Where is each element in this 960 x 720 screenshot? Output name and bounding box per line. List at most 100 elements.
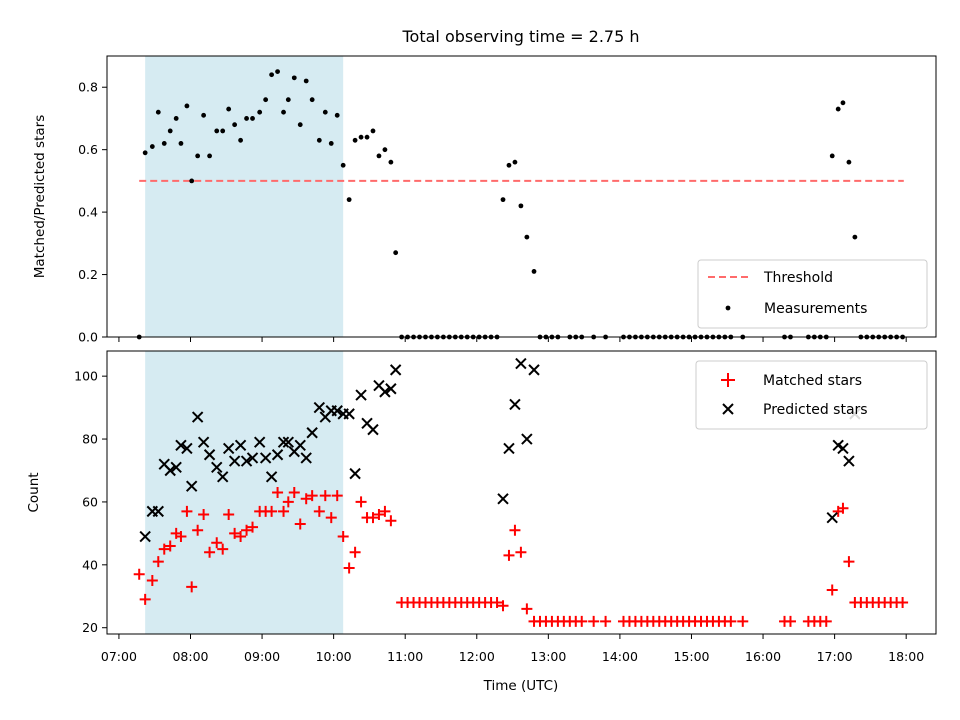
matched-star-point [491,597,503,609]
count-legend-box [695,360,928,430]
measurement-point [281,109,286,115]
count-xtick-label: 10:00 [316,649,352,664]
matched-star-point [737,615,749,627]
matched-star-point [385,515,397,527]
predicted-star-point [306,427,318,439]
ratio-panel-shaded-span [145,56,344,337]
predicted-star-point [181,442,193,455]
ratio-ytick-label: 0.0 [78,330,98,345]
predicted-star-point [331,405,343,417]
ratio-ytick-label: 0.6 [78,142,98,157]
predicted-star-point [355,389,367,401]
count-xtick-label: 13:00 [530,649,566,664]
measurement-point [512,159,518,165]
measurement-point [846,159,852,165]
legend-threshold-label: Threshold [763,270,833,286]
matched-star-point [497,600,509,612]
measurement-point [189,178,195,184]
ratio-panel-y-ticks: 0.0 0.2 0.4 0.6 0.8 [78,80,107,345]
matched-star-point [217,543,229,555]
matched-star-point [509,524,521,536]
measurement-point [518,203,524,209]
count-xtick-label: 18:00 [888,649,924,664]
predicted-star-point [234,439,247,452]
measurement-point [531,269,537,274]
matched-star-point [515,546,527,558]
measurement-point [364,134,370,140]
predicted-star-point [294,439,306,452]
predicted-star-point [222,442,235,455]
predicted-star-point [170,461,182,474]
matched-star-point [241,524,253,536]
matched-star-point [600,615,612,627]
measurement-point [178,141,184,146]
matched-star-point [204,546,216,558]
measurement-point [376,153,382,159]
measurement-point [226,106,232,112]
count-panel-x-ticks: 07:00 08:00 09:00 10:00 11:00 12:00 13:00 14:00… [101,634,924,664]
matched-star-point [826,584,838,596]
predicted-star-point [385,383,397,395]
predicted-star-point [379,386,391,398]
matched-star-point [272,487,284,498]
matched-star-point [266,505,278,517]
matched-star-point [325,512,337,524]
count-xtick-label: 09:00 [244,649,280,664]
matched-star-point [313,505,325,517]
legend-predicted-swatch [722,403,734,415]
legend-measurements-swatch [725,305,731,311]
matched-star-point [152,556,164,568]
measurement-point [500,197,506,203]
matched-star-point [146,575,158,587]
predicted-star-point [152,505,164,518]
predicted-star-point [282,436,295,448]
matched-star-point [186,581,198,593]
measurement-point [334,112,340,118]
matched-star-point [343,562,355,574]
predicted-star-point [216,471,229,483]
measurement-point [214,128,220,134]
count-panel-ylabel: Count [26,472,42,512]
matched-star-point [373,509,385,521]
matched-star-point [133,568,145,580]
predicted-star-point [175,439,187,452]
measurement-point [161,141,167,146]
matched-stars-points [133,487,909,627]
count-ytick-label: 80 [82,432,98,447]
measurement-point [358,134,364,140]
measurement-point [167,128,173,134]
count-xtick-label: 08:00 [172,649,208,664]
predicted-star-point [139,530,151,543]
measurement-point [232,122,238,128]
predicted-star-point [271,449,284,461]
measurement-point [238,137,243,143]
predicted-star-point [265,471,278,483]
predicted-star-point [203,449,216,461]
matched-star-point [192,524,204,536]
measurement-point [149,144,155,149]
matched-star-point [784,615,796,627]
measurement-point [388,159,394,165]
predicted-star-point [503,442,515,455]
measurement-point [285,97,291,103]
measurement-point [506,162,512,168]
predicted-star-point [240,455,253,467]
measurement-point [257,109,263,115]
legend-measurements-label: Measurements [764,301,867,317]
predicted-star-point [521,433,533,445]
count-ytick-label: 20 [82,620,98,635]
ratio-ytick-label: 0.2 [78,267,98,282]
predicted-star-point [228,455,241,467]
matched-star-point [306,490,318,502]
predicted-star-point [367,423,379,436]
predicted-star-point [277,436,290,448]
matched-star-point [820,615,832,627]
count-xtick-label: 16:00 [745,649,781,664]
count-panel: 20 40 60 80 100 07:00 08:00 09:00 10:00 11:00 12:… [26,350,937,694]
matched-star-point [278,505,290,517]
matched-star-point [158,543,170,555]
measurement-point [393,250,399,256]
ratio-panel-ylabel: Matched/Predicted stars [32,115,48,278]
predicted-star-point [246,452,259,464]
measurement-point [316,137,322,143]
